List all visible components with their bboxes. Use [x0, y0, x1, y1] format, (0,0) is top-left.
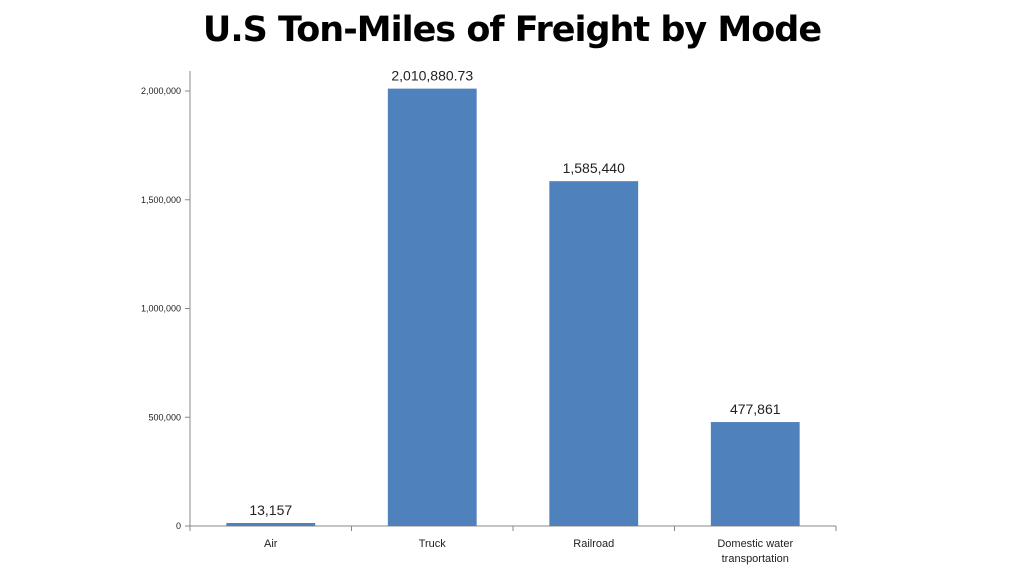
x-category-label: Air [264, 538, 278, 550]
x-category-label: Truck [419, 538, 447, 550]
y-tick-label: 1,500,000 [141, 195, 181, 205]
x-category-label: Domestic water transportation [717, 538, 793, 565]
data-label: 477,861 [730, 401, 781, 417]
data-label: 2,010,880.73 [391, 68, 473, 84]
labels: 13,157 Air 2,010,880.73 Truck 1,585,440 Railr… [249, 68, 793, 565]
y-tick-label: 500,000 [148, 412, 181, 422]
bar [710, 422, 800, 526]
y-tick-label: 2,000,000 [141, 86, 181, 96]
bars [226, 88, 800, 527]
y-tick-label: 0 [176, 521, 181, 531]
x-category-label: Railroad [573, 538, 614, 550]
chart-title: U.S Ton-Miles of Freight by Mode [202, 10, 822, 50]
bar [549, 181, 639, 526]
bar [387, 88, 477, 527]
bar [226, 523, 316, 526]
y-tick-label: 1,000,000 [141, 304, 181, 314]
data-label: 13,157 [249, 502, 292, 518]
data-label: 1,585,440 [563, 160, 625, 176]
